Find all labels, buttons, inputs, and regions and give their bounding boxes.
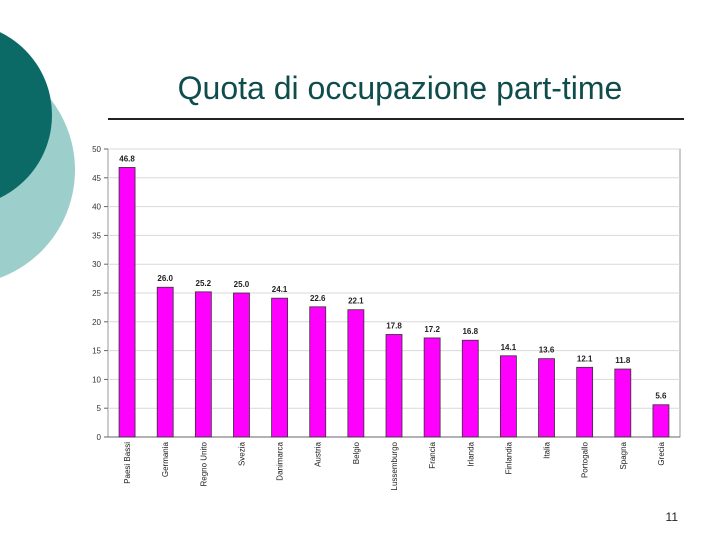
x-tick-label: Danimarca [276,441,285,480]
x-tick-label: Irlanda [466,441,475,466]
y-tick-label: 50 [92,145,101,154]
decorative-circles-graphic [0,32,75,278]
y-tick-label: 35 [92,231,101,240]
data-label: 17.2 [424,325,440,334]
page-number: 11 [665,510,678,524]
x-tick-label: Spagna [619,441,628,469]
bar [156,286,174,438]
bar-chart: 0 5 10 15 20 25 30 35 40 45 50 46.8 Paesi Bassi 26.0 G… [92,145,681,490]
data-label: 25.2 [196,279,212,288]
title-underline [108,118,684,120]
bar [347,309,365,438]
data-label: 46.8 [119,154,135,163]
x-tick-label: Paesi Bassi [123,442,132,484]
x-tick-label: Portogallo [581,441,590,478]
y-tick-label: 40 [92,203,101,212]
decorative-circles [0,0,110,300]
bar [385,334,403,438]
bar [423,337,441,438]
data-label: 13.6 [539,346,555,355]
y-tick-label: 45 [92,174,101,183]
y-tick-label: 0 [97,433,102,442]
data-label: 14.1 [501,343,517,352]
x-tick-label: Regno Unito [199,441,208,486]
bar [576,366,594,438]
bar [652,404,670,438]
data-label: 22.1 [348,297,364,306]
y-tick-label: 5 [97,404,102,413]
x-tick-label: Italia [543,441,552,458]
bar [233,292,250,438]
data-label: 22.6 [310,294,326,303]
x-tick-label: Francia [428,441,437,468]
bar [118,167,136,438]
bar [309,306,327,438]
data-label: 17.8 [386,321,402,330]
x-tick-label: Lussemburgo [390,441,399,490]
bar [194,291,212,438]
x-tick-label: Grecia [657,441,666,465]
x-tick-label: Svezia [237,441,246,466]
y-tick-label: 30 [92,260,101,269]
data-label: 26.0 [157,274,173,283]
y-tick-label: 20 [92,318,101,327]
data-label: 12.1 [577,354,593,363]
y-tick-label: 15 [92,347,101,356]
x-tick-label: Belgio [352,441,361,464]
data-label: 11.8 [615,356,631,365]
y-tick-label: 25 [92,289,101,298]
bar [461,339,479,438]
dark-circle [0,32,52,198]
data-label: 16.8 [462,327,478,336]
bar [271,297,289,438]
slide-title: Quota di occupazione part-time [177,70,623,106]
y-tick-label: 10 [92,375,101,384]
x-tick-label: Austria [314,441,323,466]
data-label: 24.1 [272,285,288,294]
x-tick-label: Finlandia [504,441,513,474]
bar [499,355,517,438]
x-tick-label: Germania [161,441,170,477]
data-label: 5.6 [655,392,667,401]
bar [614,368,632,438]
data-label: 25.0 [234,280,250,289]
bar [538,358,555,438]
